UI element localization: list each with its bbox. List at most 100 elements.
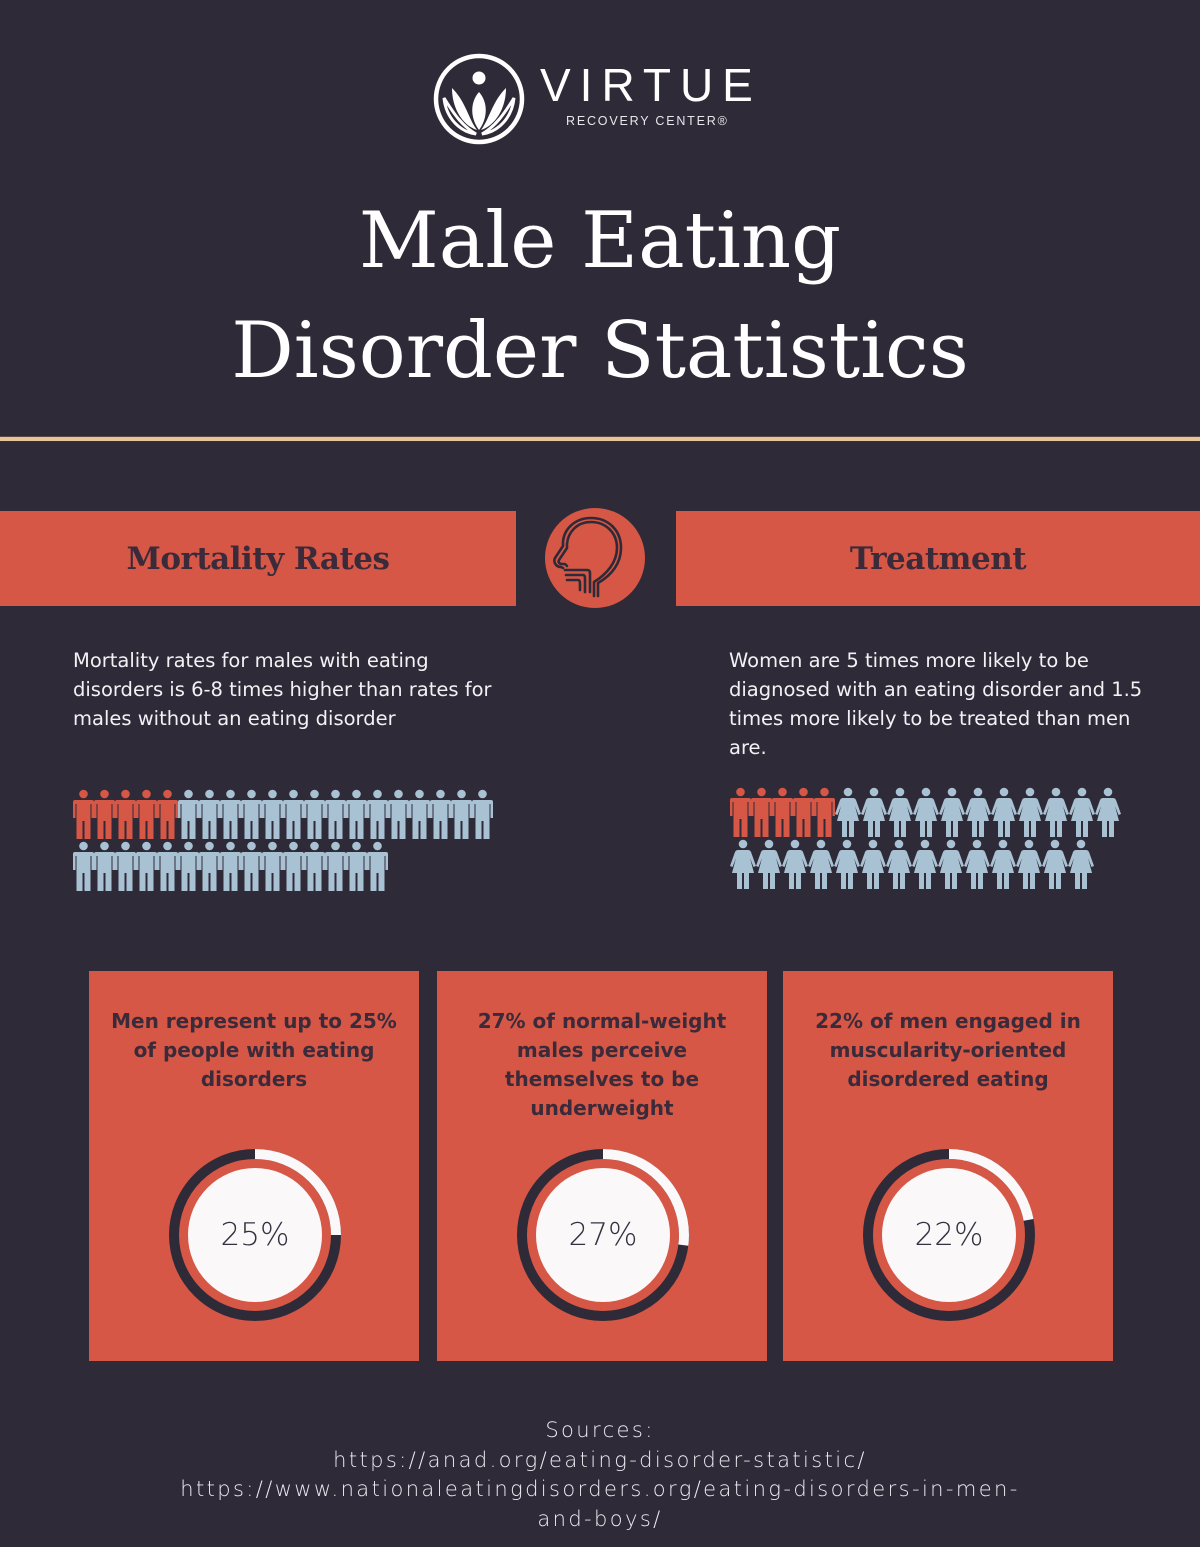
male-figure-icon (136, 789, 157, 839)
male-figure-icon (283, 789, 304, 839)
donut-value: 22% (914, 1217, 984, 1253)
title-line-1: Male Eating (358, 196, 842, 286)
female-figure-icon (730, 839, 756, 889)
donut-chart: 27% (516, 1148, 690, 1322)
male-figure-icon (451, 789, 472, 839)
female-figure-icon (782, 839, 808, 889)
male-figure-icon (241, 789, 262, 839)
treatment-heading: Treatment (849, 540, 1027, 577)
female-figure-icon (912, 839, 938, 889)
male-figure-icon (814, 787, 835, 837)
mortality-pictogram (73, 789, 493, 893)
female-figure-icon (1042, 839, 1068, 889)
male-figure-icon (262, 789, 283, 839)
male-figure-icon (472, 789, 493, 839)
female-figure-icon (756, 839, 782, 889)
female-figure-icon (938, 839, 964, 889)
female-figure-icon (964, 839, 990, 889)
male-figure-icon (178, 789, 199, 839)
male-figure-icon (94, 789, 115, 839)
male-figure-icon (73, 789, 94, 839)
pictogram-row (730, 839, 1121, 890)
donut-value: 27% (568, 1217, 638, 1253)
male-figure-icon (346, 841, 367, 891)
male-figure-icon (325, 841, 346, 891)
female-figure-icon (861, 787, 887, 837)
female-figure-icon (834, 839, 860, 889)
female-figure-icon (808, 839, 834, 889)
stat-card-text: 22% of men engaged in muscularity-orient… (815, 1009, 1081, 1091)
female-figure-icon (835, 787, 861, 837)
male-figure-icon (430, 789, 451, 839)
title-line-2: Disorder Statistics (231, 306, 969, 396)
donut-ring (169, 1149, 341, 1321)
mortality-rates-banner: Mortality Rates (0, 511, 516, 606)
donut-chart: 25% (168, 1148, 342, 1322)
male-figure-icon (262, 841, 283, 891)
male-figure-icon (730, 787, 751, 837)
treatment-banner: Treatment (676, 511, 1200, 606)
female-figure-icon (1095, 787, 1121, 837)
male-figure-icon (367, 789, 388, 839)
male-figure-icon (304, 841, 325, 891)
stat-card-text: Men represent up to 25% of people with e… (111, 1009, 397, 1091)
sources-label: Sources: (545, 1418, 655, 1442)
pictogram-row (73, 841, 493, 892)
male-figure-icon (220, 789, 241, 839)
female-figure-icon (991, 787, 1017, 837)
pictogram-row (73, 789, 493, 840)
female-figure-icon (1043, 787, 1069, 837)
male-figure-icon (325, 789, 346, 839)
divider (0, 436, 1200, 442)
treatment-pictogram (730, 787, 1121, 891)
female-figure-icon (1017, 787, 1043, 837)
mortality-rates-heading: Mortality Rates (126, 540, 390, 577)
treatment-description: Women are 5 times more likely to be diag… (729, 649, 1143, 759)
female-figure-icon (965, 787, 991, 837)
male-figure-icon (73, 841, 94, 891)
female-figure-icon (860, 839, 886, 889)
stat-card-underweight-perception: 27% of normal-weight males perceive them… (437, 971, 767, 1361)
male-figure-icon (772, 787, 793, 837)
male-figure-icon (793, 787, 814, 837)
donut-ring (863, 1149, 1035, 1321)
male-figure-icon (388, 789, 409, 839)
male-figure-icon (94, 841, 115, 891)
male-figure-icon (115, 841, 136, 891)
female-figure-icon (990, 839, 1016, 889)
pictogram-row (730, 787, 1121, 838)
brand-logo: VIRTUE RECOVERY CENTER® (432, 52, 772, 148)
stat-card-text: 27% of normal-weight males perceive them… (477, 1009, 727, 1120)
male-figure-icon (346, 789, 367, 839)
female-figure-icon (886, 839, 912, 889)
donut-chart: 22% (862, 1148, 1036, 1322)
female-figure-icon (939, 787, 965, 837)
brand-name: VIRTUE (540, 59, 762, 111)
male-figure-icon (157, 841, 178, 891)
female-figure-icon (913, 787, 939, 837)
source-link[interactable]: https://www.nationaleatingdisorders.org/… (180, 1477, 1020, 1501)
page-title: Male Eating Disorder Statistics (0, 186, 1200, 406)
female-figure-icon (1016, 839, 1042, 889)
center-icon-badge (545, 508, 645, 608)
stat-card-men-share: Men represent up to 25% of people with e… (89, 971, 419, 1361)
human-head-throat-icon (553, 516, 623, 598)
male-figure-icon (241, 841, 262, 891)
source-link[interactable]: https://anad.org/eating-disorder-statist… (333, 1447, 867, 1472)
mortality-description: Mortality rates for males with eating di… (73, 649, 492, 730)
male-figure-icon (178, 841, 199, 891)
donut-value: 25% (220, 1217, 290, 1253)
stat-card-muscularity-eating: 22% of men engaged in muscularity-orient… (783, 971, 1113, 1361)
male-figure-icon (157, 789, 178, 839)
male-figure-icon (136, 841, 157, 891)
male-figure-icon (115, 789, 136, 839)
male-figure-icon (409, 789, 430, 839)
donut-ring (517, 1149, 689, 1321)
male-figure-icon (304, 789, 325, 839)
female-figure-icon (1068, 839, 1094, 889)
source-link-continued[interactable]: and-boys/ (537, 1506, 663, 1531)
male-figure-icon (751, 787, 772, 837)
male-figure-icon (199, 789, 220, 839)
male-figure-icon (367, 841, 388, 891)
male-figure-icon (199, 841, 220, 891)
